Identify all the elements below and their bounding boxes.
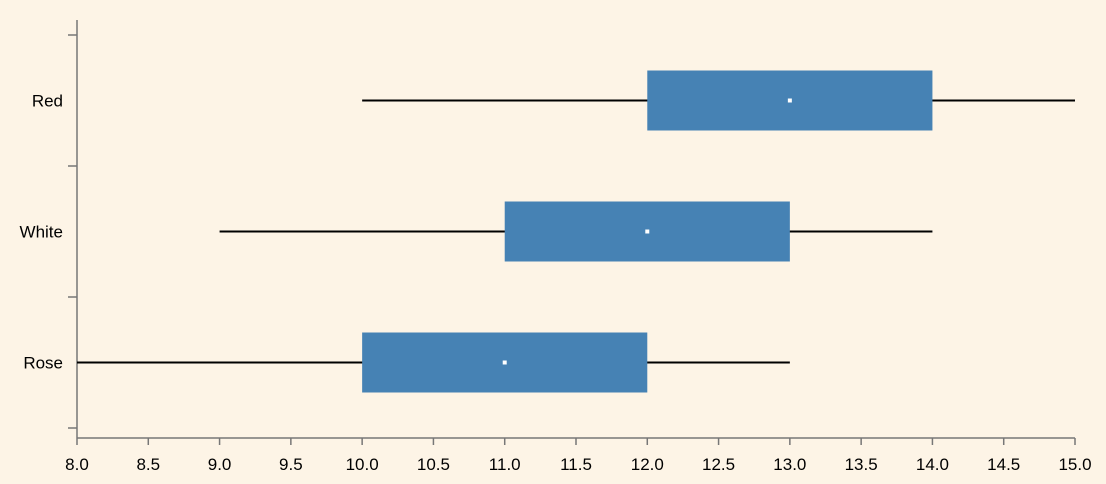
- x-tick-label: 13.5: [845, 455, 878, 474]
- category-label: White: [20, 223, 63, 242]
- x-tick-label: 8.0: [65, 455, 89, 474]
- x-ticks: 8.0 8.5 9.0 9.5 10.0 10.5 11.0 11.5 12.0 12.5 13.0…: [65, 438, 1092, 474]
- x-tick-label: 10.5: [417, 455, 450, 474]
- x-tick-label: 9.0: [208, 455, 232, 474]
- y-ticks: [68, 34, 77, 429]
- x-tick-label: 15.0: [1058, 455, 1091, 474]
- category-label: Rose: [23, 354, 63, 373]
- median-marker: [787, 98, 792, 103]
- x-tick-label: 14.0: [916, 455, 949, 474]
- median-marker: [645, 229, 650, 234]
- x-tick-label: 10.0: [346, 455, 379, 474]
- median-marker: [502, 360, 507, 365]
- x-tick-label: 11.5: [560, 455, 592, 474]
- box-rose: Rose: [23, 332, 790, 393]
- x-tick-label: 11.0: [489, 455, 521, 474]
- x-tick-label: 14.5: [987, 455, 1020, 474]
- category-label: Red: [32, 92, 63, 111]
- x-tick-label: 12.5: [702, 455, 735, 474]
- x-tick-label: 8.5: [136, 455, 160, 474]
- plot-area: Red White Rose: [20, 70, 1075, 393]
- x-tick-label: 9.5: [279, 455, 303, 474]
- x-tick-label: 12.0: [631, 455, 664, 474]
- x-tick-label: 13.0: [773, 455, 806, 474]
- box-red: Red: [32, 70, 1075, 131]
- box-white: White: [20, 201, 933, 262]
